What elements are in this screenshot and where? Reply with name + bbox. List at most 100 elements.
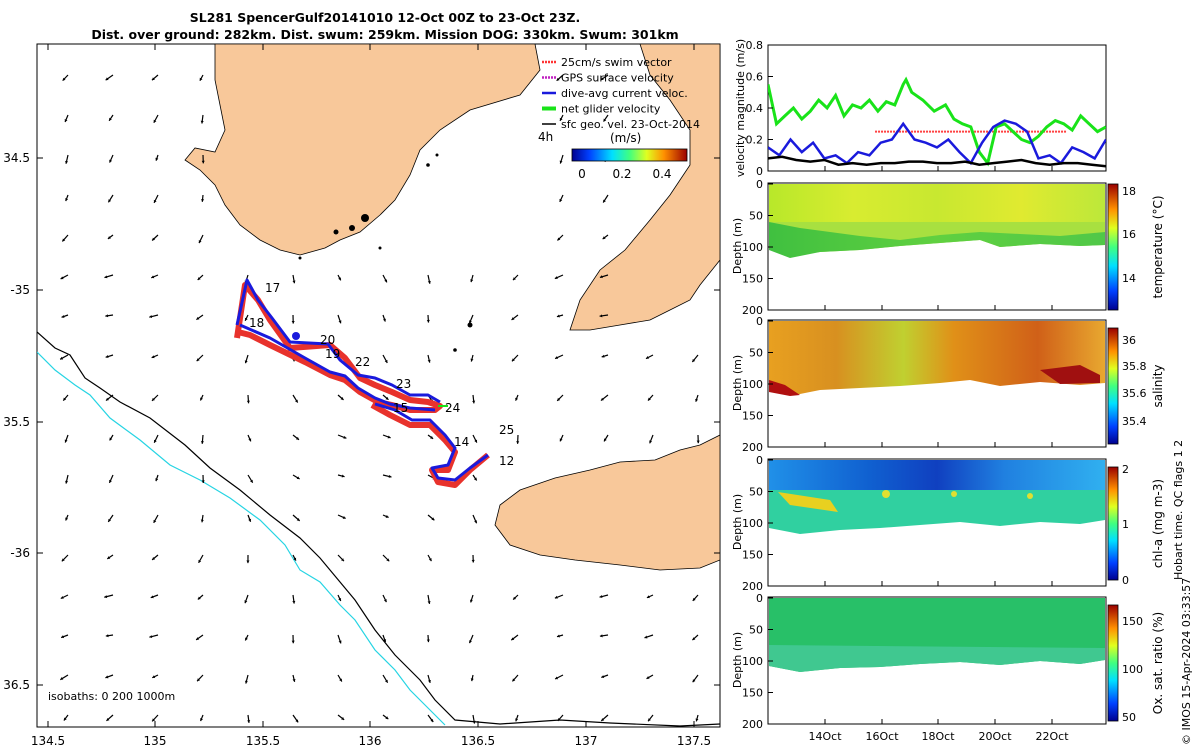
depth-tick: 100 xyxy=(742,241,763,254)
depth-ylabel: Depth (m) xyxy=(731,632,744,688)
depth-tick: 50 xyxy=(749,210,763,223)
colorbar-value: 35.6 xyxy=(1122,387,1147,400)
legend-entry: dive-avg current veloc. xyxy=(561,87,688,100)
day-label: 18 xyxy=(249,316,264,330)
day-label: 20 xyxy=(320,333,335,347)
day-label: 14 xyxy=(454,435,469,449)
colorbar-value: 35.8 xyxy=(1122,360,1147,373)
map-x-tick: 136 xyxy=(359,734,382,748)
velocity-y-tick: 0.6 xyxy=(746,71,764,84)
time-axis: 14Oct 16Oct 18Oct 20Oct 22Oct xyxy=(808,166,1069,743)
depth-tick: 150 xyxy=(742,687,763,700)
depth-ylabel: Depth (m) xyxy=(731,218,744,274)
depth-tick: 50 xyxy=(749,347,763,360)
map-y-tick: 36.5 xyxy=(3,678,30,692)
colorbar-offset-label: 4h xyxy=(538,130,553,144)
day-label: 17 xyxy=(265,281,280,295)
depth-tick: 100 xyxy=(742,655,763,668)
depth-tick: 0 xyxy=(756,178,763,191)
velocity-y-tick: 0.2 xyxy=(746,134,764,147)
footer-label: © IMOS 15-Apr-2024 03:33:57 xyxy=(1180,578,1193,745)
isobath-1000m xyxy=(37,351,446,726)
land-kangaroo-island xyxy=(494,434,720,571)
title-line-2: Dist. over ground: 282km. Dist. swum: 25… xyxy=(91,27,679,42)
depth-tick: 0 xyxy=(756,454,763,467)
isobaths-label: isobaths: 0 200 1000m xyxy=(48,690,175,703)
colorbar-tick: 0 xyxy=(578,167,586,181)
colorbar-value: 2 xyxy=(1122,463,1129,476)
colorbar-value: 150 xyxy=(1122,615,1143,628)
map-colorbar: 4h (m/s) 0 0.2 0.4 xyxy=(538,130,688,181)
velocity-series-line xyxy=(768,155,1106,168)
surface-velocity-arrows xyxy=(59,74,700,724)
day-label: 22 xyxy=(355,355,370,369)
map-y-tick: -36 xyxy=(10,546,30,560)
colorbar-value: 36 xyxy=(1122,334,1136,347)
land-yorke-peninsula xyxy=(569,44,720,331)
colorbar-name: temperature (°C) xyxy=(1151,196,1165,299)
map-x-tick: 135 xyxy=(144,734,167,748)
isobath-200m xyxy=(37,331,720,727)
colorbar-name: chl-a (mg m-3) xyxy=(1151,479,1165,568)
depth-tick: 150 xyxy=(742,273,763,286)
day-label: 19 xyxy=(325,347,340,361)
depth-tick: 200 xyxy=(742,304,763,317)
depth-tick: 200 xyxy=(742,718,763,731)
legend-entry: 25cm/s swim vector xyxy=(561,56,672,69)
depth-tick: 50 xyxy=(749,624,763,637)
depth-tick: 100 xyxy=(742,378,763,391)
depth-ylabel: Depth (m) xyxy=(731,355,744,411)
map-y-tick: 34.5 xyxy=(3,151,30,165)
map-x-tick: 137 xyxy=(575,734,598,748)
time-tick: 16Oct xyxy=(865,730,899,743)
map-y-tick: -35 xyxy=(10,283,30,297)
colorbar-value: 18 xyxy=(1122,185,1136,198)
depth-tick: 0 xyxy=(756,315,763,328)
glider-track xyxy=(234,278,490,488)
land-eyre-peninsula xyxy=(184,44,541,256)
time-tick: 14Oct xyxy=(808,730,842,743)
colorbar-value: 1 xyxy=(1122,518,1129,531)
depth-tick: 150 xyxy=(742,549,763,562)
depth-ylabel: Depth (m) xyxy=(731,494,744,550)
map-legend: 25cm/s swim vector GPS surface velocity di… xyxy=(542,56,700,131)
velocity-y-tick: 0.8 xyxy=(746,39,764,52)
day-label: 15 xyxy=(393,401,408,415)
legend-entry: GPS surface velocity xyxy=(561,72,674,85)
depth-tick: 200 xyxy=(742,441,763,454)
chl-panel xyxy=(767,458,1119,587)
depth-tick: 50 xyxy=(749,486,763,499)
time-tick: 20Oct xyxy=(978,730,1012,743)
time-tick: 22Oct xyxy=(1035,730,1069,743)
colorbar-value: 100 xyxy=(1122,663,1143,676)
colorbar-name: salinity xyxy=(1151,364,1165,407)
day-label: 24 xyxy=(445,401,460,415)
map-x-tick: 137.5 xyxy=(677,734,711,748)
islands xyxy=(298,153,473,352)
legend-entry: net glider velocity xyxy=(561,103,661,116)
salinity-panel xyxy=(767,319,1119,448)
velocity-panel: 0 0.2 0.4 0.6 0.8 velocity magnitude (m/s) xyxy=(734,39,1107,178)
day-label: 23 xyxy=(396,377,411,391)
qc-label: Hobart time. QC flags 1 2 xyxy=(1172,440,1185,580)
colorbar-name: Ox. sat. ratio (%) xyxy=(1151,612,1165,714)
temperature-panel xyxy=(767,182,1119,311)
depth-tick: 0 xyxy=(756,592,763,605)
map-x-tick: 134.5 xyxy=(31,734,65,748)
velocity-y-tick: 0 xyxy=(756,165,763,178)
map-y-tick: 35.5 xyxy=(3,415,30,429)
velocity-series-line xyxy=(768,76,1106,167)
depth-tick: 150 xyxy=(742,410,763,423)
map-x-tick: 135.5 xyxy=(246,734,280,748)
colorbar-tick: 0.2 xyxy=(612,167,631,181)
time-tick: 18Oct xyxy=(921,730,955,743)
colorbar-value: 35.4 xyxy=(1122,415,1147,428)
colorbar-tick: 0.4 xyxy=(652,167,671,181)
colorbar-value: 14 xyxy=(1122,272,1136,285)
depth-tick: 100 xyxy=(742,517,763,530)
colorbar-value: 50 xyxy=(1122,711,1136,724)
